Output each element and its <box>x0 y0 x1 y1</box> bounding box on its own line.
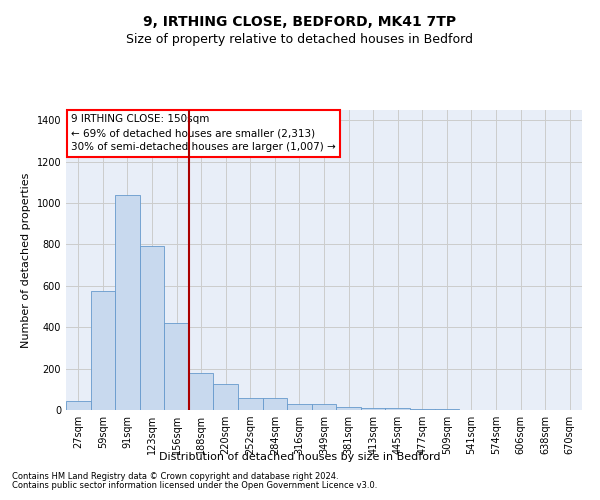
Y-axis label: Number of detached properties: Number of detached properties <box>21 172 31 348</box>
Bar <box>361 408 385 410</box>
Text: Contains public sector information licensed under the Open Government Licence v3: Contains public sector information licen… <box>12 481 377 490</box>
Bar <box>91 291 115 410</box>
Bar <box>164 323 189 410</box>
Text: Distribution of detached houses by size in Bedford: Distribution of detached houses by size … <box>159 452 441 462</box>
Bar <box>263 398 287 410</box>
Bar <box>287 404 312 410</box>
Text: 9, IRTHING CLOSE, BEDFORD, MK41 7TP: 9, IRTHING CLOSE, BEDFORD, MK41 7TP <box>143 15 457 29</box>
Bar <box>410 409 434 410</box>
Bar <box>312 404 336 410</box>
Bar <box>214 384 238 410</box>
Bar <box>140 246 164 410</box>
Bar <box>189 373 214 410</box>
Text: Size of property relative to detached houses in Bedford: Size of property relative to detached ho… <box>127 32 473 46</box>
Bar <box>385 408 410 410</box>
Text: Contains HM Land Registry data © Crown copyright and database right 2024.: Contains HM Land Registry data © Crown c… <box>12 472 338 481</box>
Bar <box>115 195 140 410</box>
Bar <box>336 407 361 410</box>
Bar <box>66 400 91 410</box>
Text: 9 IRTHING CLOSE: 150sqm
← 69% of detached houses are smaller (2,313)
30% of semi: 9 IRTHING CLOSE: 150sqm ← 69% of detache… <box>71 114 336 152</box>
Bar <box>238 398 263 410</box>
